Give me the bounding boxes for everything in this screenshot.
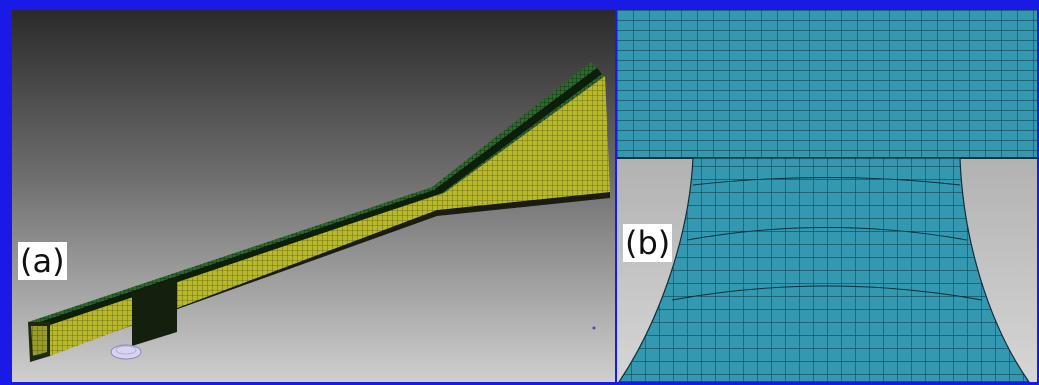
junction-mesh-illustration [617, 10, 1037, 382]
panel-a-label: (a) [18, 242, 67, 280]
channel-mesh-illustration [12, 10, 615, 382]
panel-a-channel-mesh: (a) [12, 10, 615, 382]
panel-b-junction-mesh: (b) [617, 10, 1037, 382]
panel-b-label: (b) [623, 224, 673, 262]
